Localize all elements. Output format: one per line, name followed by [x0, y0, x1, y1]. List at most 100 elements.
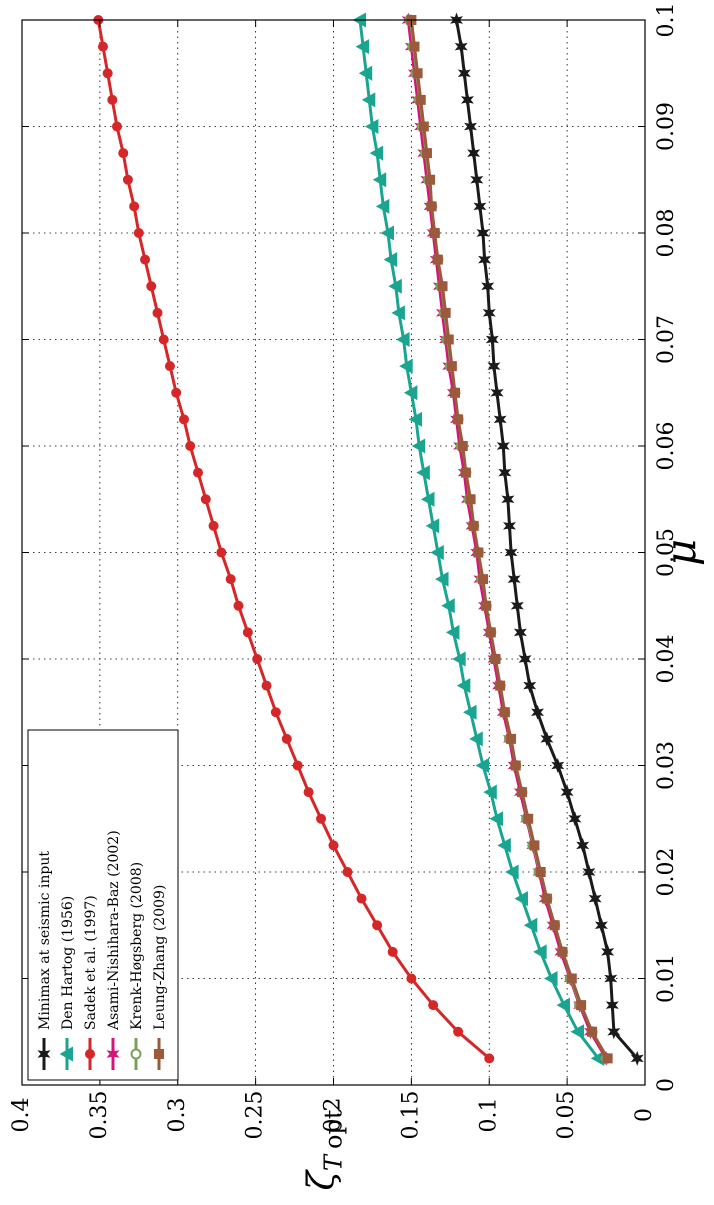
data-point [556, 997, 571, 1013]
data-point [460, 92, 474, 108]
series-line [455, 19, 639, 1060]
data-point [523, 813, 534, 824]
data-point [582, 864, 596, 880]
data-point [510, 598, 524, 614]
data-point [428, 1000, 439, 1011]
data-point [146, 281, 157, 292]
data-point [225, 574, 236, 585]
data-point [485, 332, 499, 347]
data-point [107, 94, 118, 105]
data-point [483, 784, 497, 800]
data-point [576, 837, 590, 853]
data-point [507, 571, 521, 587]
data-point [233, 600, 244, 611]
x-axis-ticks: 0 0.01 0.02 0.03 0.04 0.05 0.06 0.07 0.08 0.09 0.1 [22, 3, 679, 1092]
legend-marker [106, 1046, 120, 1062]
legend-label: Sadek et al. (1997) [83, 895, 99, 1030]
x-tick-label: 0.06 [654, 422, 679, 471]
data-point [429, 228, 440, 238]
data-point [481, 600, 492, 611]
y-tick-label: 0.3 [165, 1098, 190, 1133]
data-point [421, 491, 435, 507]
data-point [540, 731, 554, 747]
data-point [133, 228, 144, 238]
legend-entry: Leung-Zhang (2009) [152, 885, 168, 1070]
legend-marker [154, 1049, 164, 1059]
data-point [493, 411, 507, 427]
legend-entry: Krenk-Høgsberg (2008) [129, 862, 145, 1070]
data-point [140, 254, 151, 265]
data-point [594, 917, 608, 933]
data-point [411, 438, 426, 454]
data-point [192, 467, 203, 478]
data-point [270, 707, 281, 718]
data-point [468, 520, 479, 531]
data-point [568, 811, 582, 827]
data-point [375, 198, 390, 214]
data-point [535, 867, 546, 877]
x-tick-label: 0.07 [654, 315, 679, 364]
data-point [415, 94, 426, 105]
data-point [454, 39, 468, 55]
data-point [473, 547, 484, 558]
data-point [452, 651, 466, 667]
data-point [281, 733, 292, 744]
legend-marker [59, 1046, 73, 1062]
data-point [408, 411, 423, 427]
data-point [541, 893, 552, 904]
x-tick-label: 0.01 [654, 954, 679, 1003]
data-point [242, 627, 253, 638]
legend-label: Leung-Zhang (2009) [152, 885, 168, 1030]
data-point [388, 278, 402, 294]
data-point [551, 758, 565, 773]
data-point [499, 707, 510, 718]
data-point [449, 387, 460, 398]
data-point [316, 813, 327, 824]
data-point [453, 1026, 464, 1037]
data-point [487, 358, 501, 374]
data-point [200, 494, 211, 505]
data-point [443, 334, 454, 345]
data-point [514, 891, 528, 907]
legend-label: Krenk-Høgsberg (2008) [129, 862, 145, 1030]
data-point [490, 385, 504, 401]
data-point [164, 361, 175, 372]
grid-lines [22, 20, 645, 1085]
data-point [531, 704, 545, 720]
x-tick-label: 0.08 [654, 209, 679, 258]
data-point [587, 1026, 598, 1037]
data-point [469, 731, 483, 747]
data-point [481, 278, 495, 294]
y-tick-label: 0.4 [9, 1098, 34, 1133]
data-point [102, 68, 113, 79]
data-point [566, 973, 577, 984]
data-point [478, 252, 492, 268]
x-axis-label: μ [656, 539, 705, 566]
data-point [380, 225, 395, 241]
data-point [112, 121, 123, 132]
data-point [421, 148, 432, 159]
data-point [412, 68, 423, 79]
data-point [523, 678, 537, 694]
y-axis-title: ζTopt [302, 1109, 348, 1190]
data-point [171, 387, 182, 398]
data-point [476, 225, 490, 241]
data-point [549, 920, 560, 931]
data-point [485, 627, 496, 638]
data-point [391, 305, 405, 321]
data-point [440, 307, 451, 318]
data-point [426, 201, 437, 212]
data-point [387, 946, 398, 957]
x-axis-title: μ [656, 539, 705, 566]
series-line [358, 19, 600, 1060]
x-tick-label: 0.1 [654, 3, 679, 38]
data-point [518, 651, 532, 667]
series-3 [93, 15, 495, 1064]
data-point [604, 971, 618, 986]
data-point [185, 441, 196, 451]
data-point [484, 1053, 495, 1064]
series-1 [450, 12, 644, 1066]
y-tick-label: 0 [632, 1108, 657, 1122]
y-tick-label: 0.25 [243, 1091, 268, 1140]
